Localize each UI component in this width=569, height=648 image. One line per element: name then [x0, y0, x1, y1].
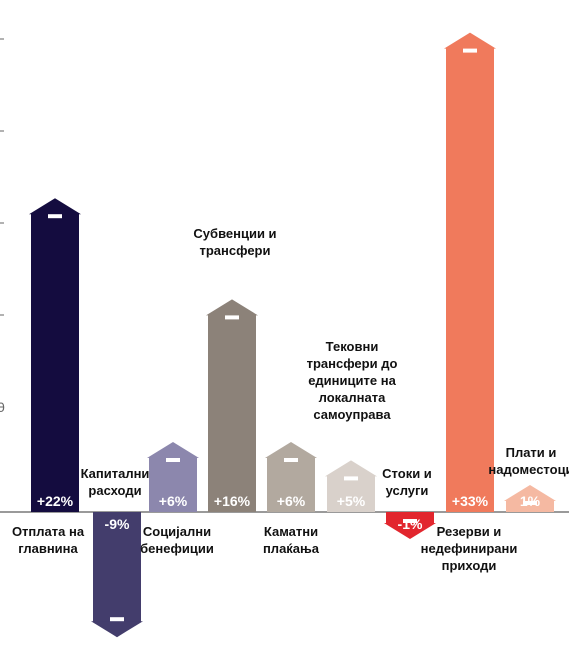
arrow-head-6 [384, 523, 436, 539]
category-label-0: Отплата на главнина [12, 524, 85, 556]
arrow-notch-5 [344, 476, 358, 481]
category-label-7: Резерви и недефинирани приходи [421, 524, 518, 573]
bar-7 [446, 47, 494, 512]
data-label-5: +5% [337, 493, 366, 509]
category-label-2: Социјални бенефиции [140, 524, 214, 556]
arrow-head-5 [325, 460, 377, 481]
data-label-8: 1% [520, 493, 541, 509]
arrow-notch-7 [463, 48, 477, 53]
arrow-notch-1 [110, 617, 124, 622]
bar-5 [327, 475, 375, 512]
arrow-head-4 [265, 442, 317, 462]
arrow-notch-0 [48, 214, 62, 219]
y-tick-label-0: 0 [0, 399, 5, 415]
bar-3 [208, 314, 256, 512]
category-label-1: Капитални расходи [81, 466, 150, 498]
category-label-5: Тековни трансфери до единиците на локалната… [307, 339, 398, 422]
arrow-head-2 [147, 442, 199, 462]
arrow-head-7 [444, 32, 496, 53]
data-label-2: +6% [159, 493, 188, 509]
data-label-4: +6% [277, 493, 306, 509]
bar-0 [31, 213, 79, 512]
arrow-head-1 [91, 621, 143, 638]
category-label-3: Субвенции и трансфери [193, 226, 276, 258]
arrow-notch-3 [225, 315, 239, 320]
bar-1 [93, 512, 141, 623]
arrow-notch-4 [284, 458, 298, 462]
data-label-0: +22% [37, 493, 74, 509]
data-label-1: -9% [105, 516, 130, 532]
data-label-6: -1% [398, 516, 423, 532]
arrow-head-3 [206, 299, 258, 320]
bar-8 [506, 500, 554, 512]
bar-4 [267, 457, 315, 512]
data-label-3: +16% [214, 493, 251, 509]
arrow-notch-2 [166, 458, 180, 462]
arrow-head-0 [29, 198, 81, 219]
bar-2 [149, 457, 197, 512]
bar-6 [386, 512, 434, 524]
category-label-4: Каматни плаќања [263, 524, 320, 556]
data-label-7: +33% [452, 493, 489, 509]
category-label-6: Стоки и услуги [382, 466, 432, 498]
arrow-head-8 [504, 485, 556, 505]
arrow-notch-6 [403, 519, 417, 523]
category-label-8: Плати и надоместоци [488, 445, 569, 477]
arrow-notch-8 [523, 501, 537, 505]
